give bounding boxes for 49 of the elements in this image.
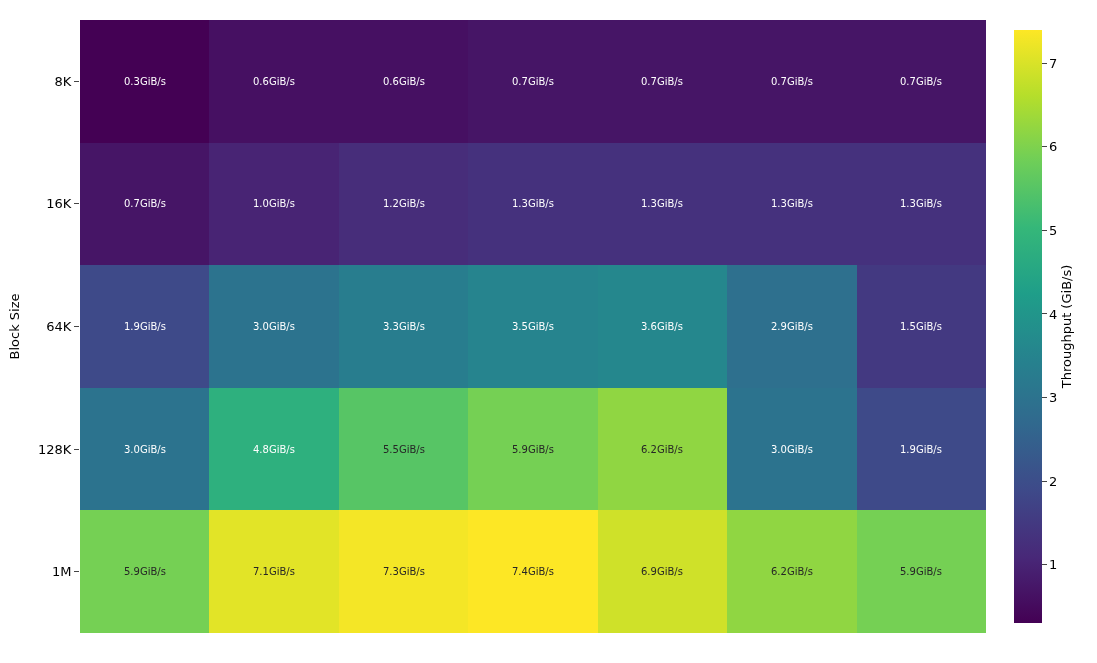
data-label: 1.3GiB/s — [900, 198, 942, 209]
data-label: 5.5GiB/s — [383, 444, 425, 455]
data-label: 1.3GiB/s — [512, 198, 554, 209]
data-label: 0.3GiB/s — [124, 76, 166, 87]
data-label: 6.2GiB/s — [641, 444, 683, 455]
data-label: 3.0GiB/s — [253, 321, 295, 332]
color-bar-label: 4 — [1049, 306, 1058, 322]
data-label: 7.1GiB/s — [253, 566, 295, 577]
data-label: 0.7GiB/s — [900, 76, 942, 87]
data-label: 0.6GiB/s — [253, 76, 295, 87]
data-label: 5.9GiB/s — [900, 566, 942, 577]
data-label: 3.0GiB/s — [771, 444, 813, 455]
data-label: 7.4GiB/s — [512, 566, 554, 577]
y-tick-label: 128K — [38, 441, 72, 457]
y-axis-title: Block Size — [7, 293, 23, 360]
data-label: 5.9GiB/s — [124, 566, 166, 577]
color-bar-label: 2 — [1049, 473, 1058, 489]
data-label: 0.7GiB/s — [641, 76, 683, 87]
color-bar-label: 7 — [1049, 55, 1058, 71]
color-bar-label: 3 — [1049, 390, 1058, 406]
data-label: 3.5GiB/s — [512, 321, 554, 332]
data-label: 1.3GiB/s — [641, 198, 683, 209]
data-label: 0.6GiB/s — [383, 76, 425, 87]
y-tick-label: 8K — [54, 73, 72, 89]
data-label: 1.5GiB/s — [900, 321, 942, 332]
color-bar-title: Throughput (GiB/s) — [1059, 264, 1075, 390]
data-label: 6.9GiB/s — [641, 566, 683, 577]
y-tick-label: 64K — [46, 319, 72, 335]
data-label: 3.6GiB/s — [641, 321, 683, 332]
data-label: 5.9GiB/s — [512, 444, 554, 455]
data-label: 6.2GiB/s — [771, 566, 813, 577]
y-tick-label: 1M — [51, 564, 72, 580]
data-label: 0.7GiB/s — [771, 76, 813, 87]
data-label: 1.3GiB/s — [771, 198, 813, 209]
data-label: 7.3GiB/s — [383, 566, 425, 577]
data-label: 0.7GiB/s — [124, 198, 166, 209]
color-bar-label: 1 — [1049, 557, 1058, 573]
data-label: 1.2GiB/s — [383, 198, 425, 209]
color-bar-label: 6 — [1049, 139, 1058, 155]
data-label: 2.9GiB/s — [771, 321, 813, 332]
data-label: 3.3GiB/s — [383, 321, 425, 332]
data-label: 1.9GiB/s — [900, 444, 942, 455]
data-label: 3.0GiB/s — [124, 444, 166, 455]
y-tick-label: 16K — [46, 196, 72, 212]
data-label: 1.9GiB/s — [124, 321, 166, 332]
data-label: 1.0GiB/s — [253, 198, 295, 209]
color-bar-label: 5 — [1049, 223, 1058, 238]
data-label: 0.7GiB/s — [512, 76, 554, 87]
data-label: 4.8GiB/s — [253, 444, 295, 455]
